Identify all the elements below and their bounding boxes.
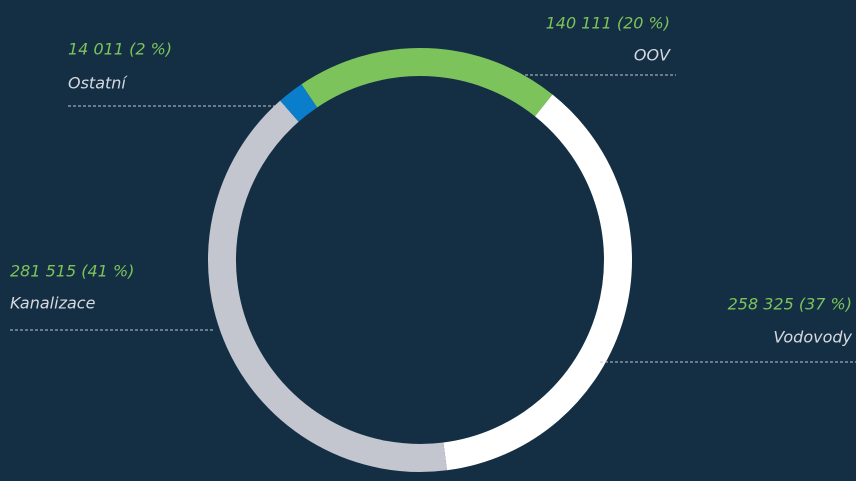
value-label: 140 111 (20 %) — [546, 14, 670, 33]
category-label: OOV — [634, 46, 671, 65]
donut-segment — [208, 100, 447, 472]
value-label: 258 325 (37 %) — [728, 295, 852, 314]
category-label: Ostatní — [68, 74, 128, 93]
value-label: 281 515 (41 %) — [10, 262, 134, 281]
category-label: Vodovody — [773, 328, 852, 347]
value-label: 14 011 (2 %) — [68, 40, 172, 59]
category-label: Kanalizace — [10, 294, 96, 313]
donut-segment — [280, 84, 318, 122]
donut-segment — [443, 94, 632, 471]
donut-segment — [301, 48, 553, 117]
